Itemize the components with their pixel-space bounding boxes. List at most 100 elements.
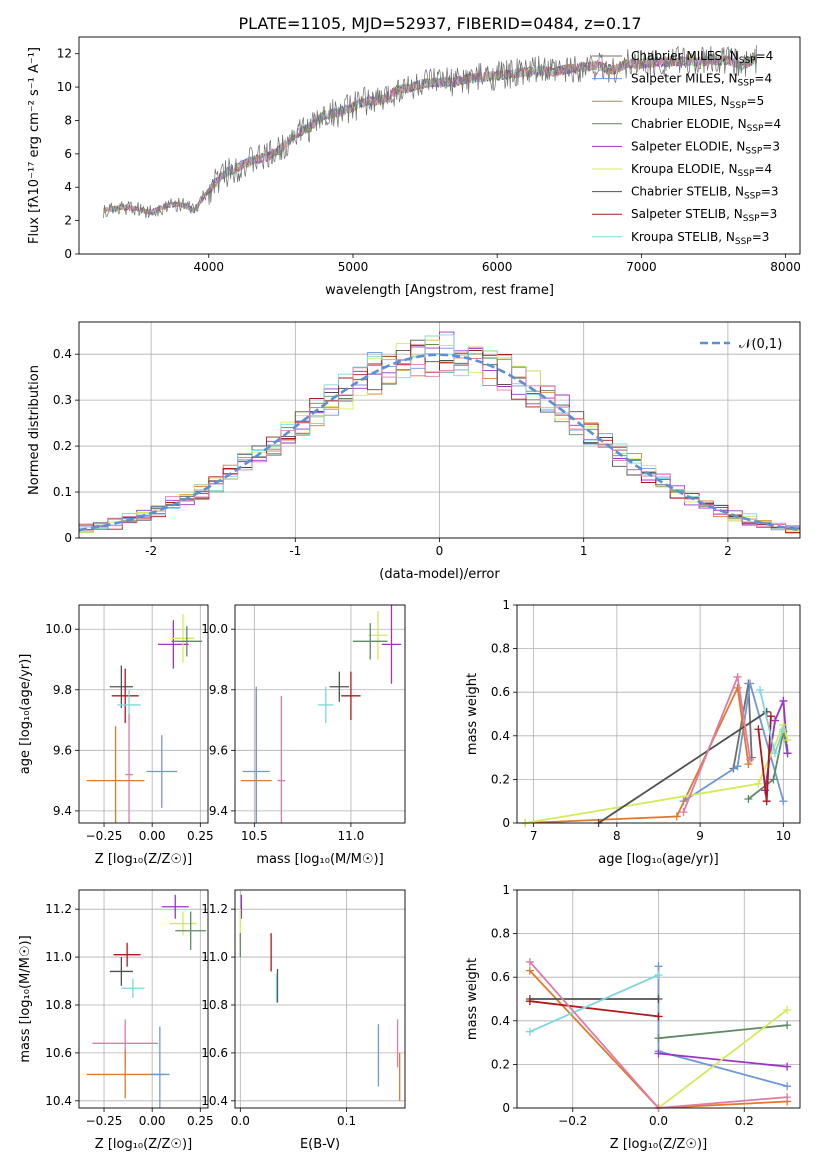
weight-marker <box>525 966 534 975</box>
y-axis-label: mass weight <box>465 673 480 755</box>
weight-series-4 <box>657 1009 788 1108</box>
x-tick-label: 0.0 <box>649 1114 668 1128</box>
weight-series-2 <box>525 684 750 823</box>
z-mass-frame <box>78 889 209 1109</box>
legend-value: =3 <box>762 139 780 153</box>
errorbar-point <box>125 714 133 823</box>
normal-curve <box>79 353 800 532</box>
legend-value: =3 <box>761 185 779 199</box>
legend-label: Chabrier MILES, NSSP=4 <box>631 49 773 66</box>
y-tick-label: 10.4 <box>45 1094 72 1108</box>
y-tick-label: 0.6 <box>491 970 510 984</box>
y-tick-label: 10.0 <box>45 622 72 636</box>
errorbar-point <box>277 695 286 823</box>
weight-marker <box>783 1093 792 1102</box>
y-tick-label: 10.6 <box>201 1046 228 1060</box>
errorbar-point <box>171 614 195 663</box>
errorbar-point <box>368 611 388 660</box>
weight-marker <box>769 775 778 784</box>
y-tick-label: 1 <box>502 598 510 612</box>
legend-value: =5 <box>747 94 765 108</box>
x-axis-label: age [log₁₀(age/yr)] <box>598 852 719 867</box>
y-tick-label: 0 <box>502 816 510 830</box>
weight-marker <box>779 725 788 734</box>
y-tick-label: 4 <box>64 180 72 194</box>
x-tick-label: 7 <box>530 829 538 843</box>
errorbar-point <box>157 620 189 669</box>
x-tick-label: 11.0 <box>338 829 365 843</box>
mass-age-frame <box>234 604 406 824</box>
x-tick-label: 0.2 <box>735 1114 754 1128</box>
y-tick-label: 10.0 <box>201 622 228 636</box>
weight-series-5 <box>525 722 789 823</box>
y-axis-label: Normed distribution <box>27 365 42 495</box>
y-tick-label: 9.8 <box>53 683 72 697</box>
spectrum-series-7 <box>103 55 758 215</box>
weight-marker <box>779 696 788 705</box>
weight-series-8 <box>529 961 788 1108</box>
weight-marker <box>754 725 763 734</box>
y-tick-label: 9.6 <box>209 743 228 757</box>
errorbar-point <box>171 626 203 657</box>
y-tick-label: 1 <box>502 883 510 897</box>
weight-marker <box>654 995 663 1003</box>
x-axis-label: mass [log₁₀(M/M☉)] <box>256 852 383 867</box>
weight-marker <box>672 812 681 821</box>
x-tick-label: 10.5 <box>241 829 268 843</box>
x-tick-label: 8 <box>613 829 621 843</box>
weight-marker <box>783 736 792 745</box>
weight-series-2 <box>658 1024 788 1040</box>
legend-value: =4 <box>754 162 772 176</box>
errorbar-point <box>86 726 145 823</box>
errorbar-point <box>341 671 361 721</box>
y-tick-label: 0.2 <box>491 772 510 786</box>
x-tick-label: −0.25 <box>86 1114 123 1128</box>
histogram-axes <box>75 322 800 542</box>
y-tick-label: 0.6 <box>491 685 510 699</box>
z-mass-axes <box>75 890 208 1112</box>
weight-series-7 <box>529 974 659 1033</box>
y-tick-label: 10.4 <box>201 1094 228 1108</box>
spectrum-series-5 <box>103 54 757 215</box>
x-tick-label: 7000 <box>626 260 657 274</box>
x-tick-label: 0.25 <box>187 829 214 843</box>
histogram-series-7 <box>79 334 800 529</box>
weight-marker <box>679 808 688 817</box>
errorbar-point <box>161 894 189 919</box>
x-tick-label: 8000 <box>770 260 801 274</box>
weight-marker <box>744 795 753 804</box>
weight-marker <box>783 1062 792 1071</box>
errorbar-point <box>113 942 141 967</box>
y-tick-label: 11.2 <box>45 902 72 916</box>
x-tick-label: 0.25 <box>187 1114 214 1128</box>
spectrum-frame <box>78 36 801 255</box>
weight-marker <box>783 1005 792 1014</box>
weight-marker <box>746 679 755 688</box>
errorbar-point <box>150 1026 170 1108</box>
errorbar-point <box>146 735 178 808</box>
weight-marker <box>654 1012 663 1021</box>
legend-value: =3 <box>752 230 770 244</box>
weight-marker <box>771 749 780 758</box>
weight-marker <box>779 797 788 806</box>
x-tick-label: 0.1 <box>337 1114 356 1128</box>
x-tick-label: 2 <box>724 544 732 558</box>
ebv-mass-frame <box>234 889 406 1109</box>
weight-marker <box>783 1021 792 1030</box>
figure-title: PLATE=1105, MJD=52937, FIBERID=0484, z=0… <box>238 14 641 33</box>
errorbar-point <box>318 686 334 724</box>
weight-marker <box>733 762 742 771</box>
x-tick-label: 5000 <box>338 260 369 274</box>
y-tick-label: 0 <box>502 1101 510 1115</box>
legend-label: Salpeter STELIB, NSSP=3 <box>631 207 777 224</box>
weight-marker <box>754 779 763 788</box>
legend-subscript: SSP <box>730 101 747 111</box>
z-weight-frame <box>516 889 801 1109</box>
errorbar-point <box>352 623 388 660</box>
y-tick-label: 9.8 <box>209 683 228 697</box>
y-tick-label: 0.4 <box>491 1014 510 1028</box>
errorbar-point <box>242 686 270 823</box>
weight-marker <box>525 997 534 1006</box>
legend-value: =4 <box>756 49 774 63</box>
weight-marker <box>654 1049 663 1058</box>
